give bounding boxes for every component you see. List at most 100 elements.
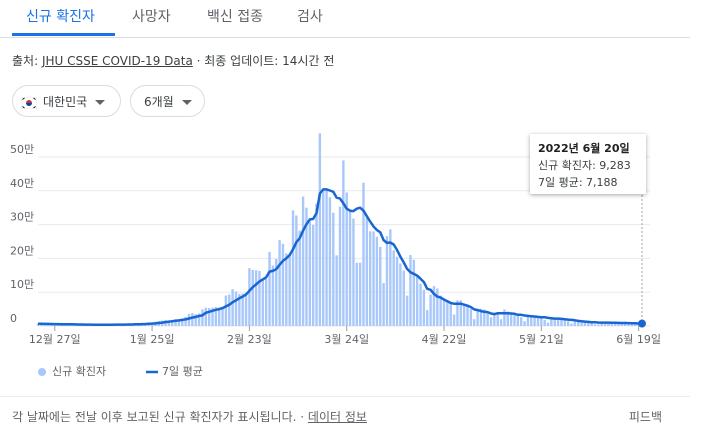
tab[interactable]: 사망자 <box>132 9 171 25</box>
x-tick-label: 12월 27일 <box>29 332 81 346</box>
bar <box>577 321 580 326</box>
country-dropdown[interactable]: 대한민국 <box>12 85 121 117</box>
bar <box>281 243 285 326</box>
bar <box>301 196 305 326</box>
bar <box>291 210 295 326</box>
bar <box>251 269 254 326</box>
bar <box>348 211 352 326</box>
bar <box>369 231 372 326</box>
bar <box>288 254 291 326</box>
tab[interactable]: 신규 확진자 <box>26 9 95 25</box>
bar <box>593 324 597 326</box>
x-tick-label: 5월 21일 <box>519 332 564 346</box>
source-prefix: 출처: <box>12 54 39 68</box>
bar <box>197 313 201 326</box>
bar <box>392 250 395 326</box>
bar <box>355 262 358 326</box>
bar <box>540 318 543 326</box>
x-tick-label: 6월 19일 <box>616 332 661 346</box>
bar <box>603 321 607 326</box>
note: 각 날짜에는 전날 이후 보고된 신규 확진자가 표시됩니다. · <box>12 410 305 424</box>
y-tick-label: 20만 <box>10 244 34 257</box>
bar <box>328 197 332 326</box>
tab[interactable]: 백신 접종 <box>207 9 263 25</box>
bar <box>426 310 429 326</box>
bar <box>207 308 211 326</box>
bar <box>489 317 493 326</box>
x-tick-label: 4월 22일 <box>422 332 467 346</box>
bar <box>550 318 553 326</box>
bar <box>218 307 221 326</box>
legend-label: 신규 확진자 <box>52 365 106 378</box>
source-suffix: · 최종 업데이트: 14시간 전 <box>196 54 335 68</box>
x-tick-label: 3월 24일 <box>324 332 369 346</box>
bar <box>412 259 416 326</box>
bar <box>473 319 476 326</box>
bar <box>556 319 560 326</box>
data-info-link[interactable]: 데이터 정보 <box>307 410 367 424</box>
bar <box>241 293 244 326</box>
bar <box>469 309 473 326</box>
y-tick-label: 30만 <box>10 211 34 224</box>
bar <box>335 255 338 326</box>
bar <box>513 315 516 326</box>
period-label: 6개월 <box>144 95 174 109</box>
bar <box>446 300 449 326</box>
bar <box>617 323 620 326</box>
bar <box>231 289 234 326</box>
bar <box>228 294 231 326</box>
feedback[interactable]: 피드백 <box>628 410 662 424</box>
bar <box>607 322 610 326</box>
bar <box>382 283 385 326</box>
bar <box>422 289 426 326</box>
bar <box>432 286 436 326</box>
bar <box>533 316 536 326</box>
bar <box>358 262 362 326</box>
y-tick-label: 0 <box>10 312 17 325</box>
tooltip-line: 7일 평균: 7,188 <box>538 176 618 189</box>
period-dropdown[interactable]: 6개월 <box>130 85 205 117</box>
bar <box>322 190 325 326</box>
bar <box>214 307 218 326</box>
tab-indicator <box>12 33 115 36</box>
bar <box>177 319 181 326</box>
bar <box>399 263 402 326</box>
bar <box>516 315 520 326</box>
bar <box>590 322 593 326</box>
bar <box>466 306 469 326</box>
source-link[interactable]: JHU CSSE COVID-19 Data <box>41 54 193 68</box>
bar <box>268 251 271 326</box>
bar <box>523 321 526 326</box>
bar <box>271 265 275 326</box>
bar <box>563 320 567 326</box>
bar <box>530 315 533 326</box>
bar <box>181 318 184 326</box>
bar <box>570 323 573 326</box>
bar <box>560 319 563 326</box>
bar <box>452 314 456 326</box>
bar <box>583 322 587 326</box>
bar <box>315 203 318 326</box>
bar <box>191 313 194 326</box>
bar <box>372 231 375 326</box>
bar <box>405 295 409 326</box>
bar <box>201 309 204 326</box>
bar <box>345 192 348 326</box>
tab[interactable]: 검사 <box>297 9 323 25</box>
bar <box>194 314 197 326</box>
y-tick-label: 50만 <box>10 143 34 156</box>
bar <box>459 300 462 326</box>
bar <box>580 322 583 326</box>
bar <box>479 308 483 326</box>
bar <box>483 309 486 326</box>
bar <box>342 160 345 326</box>
bar <box>573 320 577 326</box>
bar <box>620 323 624 326</box>
bar <box>187 313 191 326</box>
bar <box>630 323 634 326</box>
bar <box>385 236 389 326</box>
bar <box>509 314 513 326</box>
bar <box>352 218 355 326</box>
